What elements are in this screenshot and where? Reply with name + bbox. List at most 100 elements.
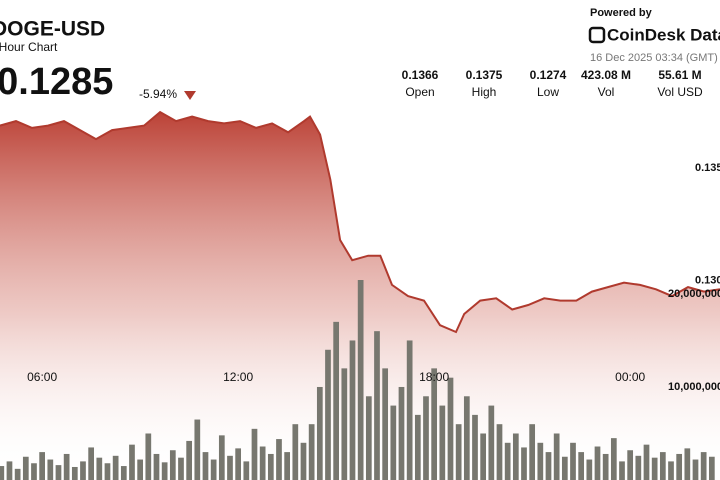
volume-bar (202, 452, 209, 480)
volume-bar (178, 457, 184, 480)
volume-bar (169, 450, 176, 480)
volume-bar (112, 455, 119, 480)
volume-bar (145, 433, 152, 480)
volume-bar (259, 446, 266, 480)
volume-bar (586, 459, 593, 480)
volume-bar (455, 424, 462, 480)
volume-bar (276, 439, 282, 480)
stat-label: Vol USD (657, 85, 703, 99)
powered-by: Powered by (590, 7, 653, 19)
volume-bar (227, 455, 233, 480)
volume-bar (537, 442, 544, 480)
brand: CoinDesk Data (607, 25, 720, 44)
subtitle: 24 Hour Chart (0, 40, 58, 54)
volume-bar (63, 453, 70, 480)
volume-bar (341, 368, 348, 480)
volume-bar (708, 456, 715, 480)
volume-bar (88, 447, 95, 480)
volume-bar (463, 396, 470, 480)
volume-bar (153, 453, 160, 480)
volume-bar (488, 405, 495, 480)
volume-bar (251, 428, 258, 480)
volume-bar (31, 463, 37, 480)
volume-bar (235, 448, 242, 480)
volume-bar (496, 424, 503, 480)
stat-value: 0.1274 (530, 68, 567, 82)
volume-bar (594, 446, 601, 480)
volume-bar (561, 456, 568, 480)
stat-value: 0.1375 (466, 68, 503, 82)
plot: 06:00 12:00 18:00 00:00 0.135 0.130 10,000,000… (0, 110, 720, 480)
volume-bar (668, 461, 674, 480)
y2-tick-label: 10,000,000 (668, 381, 720, 393)
volume-bar (553, 433, 560, 480)
volume-bar (692, 459, 699, 480)
volume-bar (14, 468, 21, 480)
volume-bar (161, 462, 168, 480)
title: DOGE-USD (0, 18, 105, 41)
volume-bar (120, 466, 127, 480)
volume-bar (186, 440, 193, 480)
volume-bar (504, 442, 511, 480)
volume-bar (104, 463, 111, 480)
stat-label: High (472, 85, 497, 99)
volume-bar (284, 452, 291, 480)
price: $0.1285 (0, 61, 113, 103)
volume-bar (447, 377, 454, 480)
volume-bar (0, 466, 5, 480)
volume-bar (684, 448, 691, 480)
stat-value: 55.61 M (658, 68, 701, 82)
volume-bar (300, 442, 307, 480)
x-tick-label: 00:00 (615, 370, 645, 384)
volume-bar (512, 433, 519, 480)
volume-bar (210, 459, 217, 480)
volume-bar (529, 424, 536, 480)
down-arrow (184, 91, 196, 100)
volume-bar (651, 457, 658, 480)
volume-bar (333, 321, 340, 480)
volume-bar (643, 444, 650, 480)
x-tick-label: 06:00 (27, 370, 57, 384)
volume-bar (6, 461, 13, 480)
volume-bar (39, 452, 45, 480)
volume-bar (659, 452, 666, 480)
volume-bar (267, 453, 274, 480)
volume-bar (308, 424, 315, 480)
volume-bar (357, 280, 364, 480)
volume-bar (137, 459, 144, 480)
volume-bar (47, 459, 54, 480)
y-tick-label: 0.130 (695, 274, 720, 286)
stat-label: Low (537, 85, 559, 99)
volume-bar (382, 368, 389, 480)
volume-bar (602, 453, 609, 480)
price-line (0, 110, 720, 334)
volume-bar (635, 455, 642, 480)
volume-bar (676, 453, 683, 480)
stat-label: Open (405, 85, 434, 99)
header-bg (0, 0, 720, 108)
volume-bar (194, 419, 201, 480)
stat-label: Vol (598, 85, 615, 99)
volume-bar (316, 386, 323, 480)
volume-bar (406, 340, 413, 480)
stat-value: 0.1366 (402, 68, 439, 82)
volume-bar (472, 414, 478, 480)
volume-bar (627, 450, 634, 480)
volume-bar (414, 414, 421, 480)
x-tick-label: 12:00 (223, 370, 253, 384)
logo-icon (588, 26, 606, 44)
volume-bar (349, 340, 356, 480)
change: -5.94% (139, 87, 177, 101)
volume-bar (578, 452, 585, 480)
volume-bar (71, 466, 78, 480)
volume-bar (610, 438, 617, 480)
volume-bar (390, 405, 397, 480)
volume-bar (521, 447, 527, 480)
volume-bar (570, 442, 576, 480)
volume-bar (398, 386, 405, 480)
volume-bar (218, 435, 225, 480)
volume-bar (365, 396, 372, 480)
volume-bar (22, 456, 29, 480)
